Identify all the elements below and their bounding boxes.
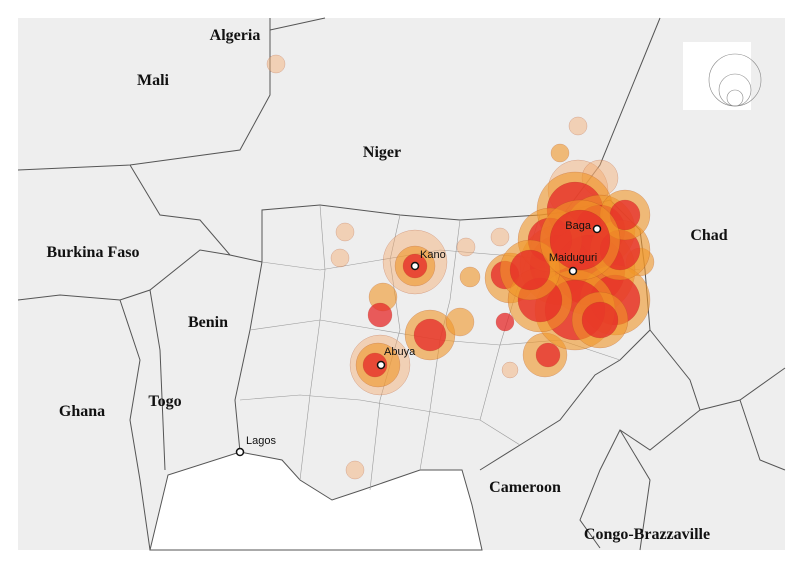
city-label: Abuya [384,346,416,358]
border [234,261,263,453]
land [18,18,785,550]
country-label: Mali [137,72,170,89]
country-label: Togo [148,393,181,410]
event-bubble [581,301,619,339]
ocean [149,451,483,551]
state-border [299,204,326,481]
country-label: Congo-Brazzaville [584,526,710,543]
city-marker [235,447,245,457]
border [119,299,151,551]
state-border [239,394,521,446]
event-bubble [535,342,561,368]
city-label: Kano [420,249,446,261]
city-marker [568,266,578,276]
city-marker [410,261,420,271]
country-label: Burkina Faso [47,244,140,261]
event-bubble [550,143,570,163]
country-label: Algeria [210,27,261,44]
city-label: Maiduguri [549,252,597,264]
state-border [369,214,401,491]
event-bubble [501,361,519,379]
legend-circle [726,89,744,107]
event-bubble [367,302,393,328]
event-bubble [362,352,388,378]
event-bubble [335,222,355,242]
border [17,249,231,301]
country-label: Cameroon [489,479,561,496]
border [739,399,786,471]
border [619,429,651,551]
city-label: Lagos [246,435,276,447]
event-bubble [345,460,365,480]
event-bubble [330,248,350,268]
event-bubble [445,307,475,337]
event-bubble [568,116,588,136]
event-bubble [490,227,510,247]
event-bubble [456,237,476,257]
event-bubble [459,266,481,288]
border [129,164,263,263]
event-bubble [549,209,611,271]
border [579,409,701,549]
border [149,289,166,471]
border [17,18,271,171]
labels: Algeria Mali Niger Burkina Faso Benin Ghana To… [47,27,728,543]
event-bubble [495,312,515,332]
border [269,17,326,31]
legend [683,42,762,110]
city-label: Baga [565,220,592,232]
country-label: Chad [690,227,727,244]
city-marker [592,224,602,234]
event-bubbles [266,54,655,480]
event-bubble [509,249,551,291]
city-marker [376,360,386,370]
country-label: Benin [188,314,228,331]
country-label: Ghana [59,403,105,420]
country-label: Niger [363,144,401,161]
event-bubble [266,54,286,74]
event-bubble [413,318,447,352]
legend-box [683,42,751,110]
